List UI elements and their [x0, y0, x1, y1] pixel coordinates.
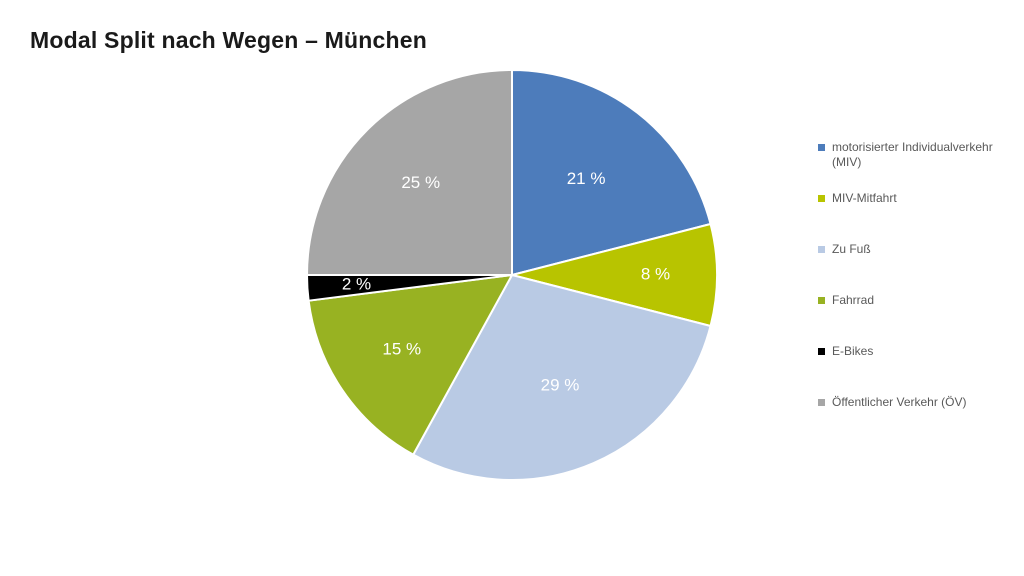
legend-item-oev: Öffentlicher Verkehr (ÖV) [818, 395, 1008, 446]
legend-swatch-miv-mitfahrt-icon [818, 195, 825, 202]
pie-slice: Öffentlicher Verkehr (ÖV) [306, 69, 513, 276]
legend-swatch-fahrrad-icon [818, 297, 825, 304]
legend-label: Öffentlicher Verkehr (ÖV) [832, 395, 967, 409]
legend-swatch-zu-fuss-icon [818, 246, 825, 253]
legend-label: E-Bikes [832, 344, 874, 358]
pie-data-label: 15 % [382, 339, 421, 358]
legend-label: MIV-Mitfahrt [832, 191, 897, 205]
pie-slice: Fahrrad [307, 274, 513, 456]
pie-slice: Zu Fuß [412, 274, 712, 481]
legend-item-e-bikes: E-Bikes [818, 344, 1008, 395]
legend-label: motorisierter Individualverkehr (MIV) [832, 140, 993, 169]
pie-data-label: 8 % [641, 264, 670, 283]
legend-item-fahrrad: Fahrrad [818, 293, 1008, 344]
legend-swatch-e-bikes-icon [818, 348, 825, 355]
legend-item-zu-fuss: Zu Fuß [818, 242, 1008, 293]
pie-data-label: 21 % [567, 169, 606, 188]
pie-data-label: 25 % [401, 173, 440, 192]
pie-data-label: 29 % [541, 375, 580, 394]
pie-slice: motorisierter Individualverkehr (MIV) [511, 69, 712, 276]
chart-title: Modal Split nach Wegen – München [30, 27, 428, 53]
legend-swatch-oev-icon [818, 399, 825, 406]
legend-label: Fahrrad [832, 293, 875, 307]
pie-slice: MIV-Mitfahrt [511, 223, 718, 327]
chart-legend: motorisierter Individualverkehr (MIV) MI… [818, 140, 1008, 446]
legend-item-miv-mitfahrt: MIV-Mitfahrt [818, 191, 1008, 242]
legend-label: Zu Fuß [832, 242, 871, 256]
pie-data-label: 2 % [342, 274, 371, 293]
legend-item-miv: motorisierter Individualverkehr (MIV) [818, 140, 1008, 191]
pie-chart: motorisierter Individualverkehr (MIV)21 … [306, 69, 718, 481]
legend-swatch-miv-icon [818, 144, 825, 151]
